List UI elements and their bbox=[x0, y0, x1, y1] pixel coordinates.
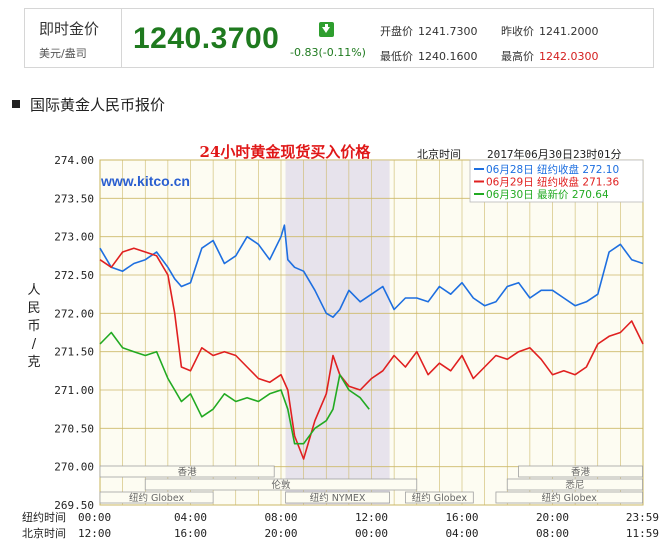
open-price: 开盘价 1241.7300 bbox=[380, 23, 478, 39]
price-change: -0.83(-0.11%) bbox=[290, 46, 366, 59]
y-tick-label: 273.50 bbox=[54, 192, 94, 205]
high-price: 最高价 1242.0300 bbox=[501, 48, 599, 64]
x-row-label-bj: 北京时间 bbox=[22, 526, 66, 540]
bullet-square-icon bbox=[12, 100, 20, 108]
x-tick-label-ny: 08:00 bbox=[264, 511, 297, 524]
x-tick-label-ny: 12:00 bbox=[355, 511, 388, 524]
x-row-label-ny: 纽约时间 bbox=[22, 510, 66, 524]
legend-entry: 06月28日 纽约收盘 272.10 bbox=[486, 163, 619, 176]
x-tick-label-bj: 08:00 bbox=[536, 527, 569, 540]
y-axis-label-char: 克 bbox=[27, 355, 40, 370]
prev-close-label: 昨收价 bbox=[501, 25, 534, 38]
series-line-1 bbox=[99, 224, 644, 319]
y-tick-label: 270.00 bbox=[54, 461, 94, 474]
y-tick-label: 272.00 bbox=[54, 307, 94, 320]
y-tick-label: 271.00 bbox=[54, 384, 94, 397]
session-bar bbox=[495, 491, 643, 504]
session-label: 纽约 Globex bbox=[412, 492, 468, 504]
x-tick-label-bj: 11:59 bbox=[626, 527, 659, 540]
quote-name: 即时金价 bbox=[39, 20, 100, 38]
x-tick-label-ny: 23:59 bbox=[626, 511, 659, 524]
session-bar bbox=[285, 491, 390, 504]
x-tick-label-bj: 20:00 bbox=[264, 527, 297, 540]
gold-price-chart: 274.00 273.50 273.00 272.50 272.00 271.50 271.… bbox=[22, 143, 659, 540]
session-bar bbox=[144, 478, 418, 491]
x-tick-label-bj: 16:00 bbox=[174, 527, 207, 540]
session-label: 纽约 NYMEX bbox=[310, 492, 366, 504]
session-bar bbox=[99, 465, 275, 478]
y-axis-label-char: / bbox=[32, 337, 37, 352]
low-value: 1240.1600 bbox=[418, 50, 478, 63]
y-tick-label: 274.00 bbox=[54, 154, 94, 167]
session-label: 香港 bbox=[178, 466, 198, 478]
session-bar bbox=[506, 478, 643, 491]
down-arrow-icon bbox=[319, 22, 334, 37]
y-tick-label: 269.50 bbox=[54, 499, 94, 512]
high-label: 最高价 bbox=[501, 50, 534, 63]
x-tick-label-ny: 16:00 bbox=[445, 511, 478, 524]
prev-close-price: 昨收价 1241.2000 bbox=[501, 23, 599, 39]
series-line-2 bbox=[99, 247, 644, 460]
open-label: 开盘价 bbox=[380, 25, 413, 38]
y-axis-label-char: 币 bbox=[27, 319, 40, 334]
y-axis-label-char: 民 bbox=[27, 301, 40, 316]
current-price: 1240.3700 bbox=[133, 22, 280, 55]
timestamp-label: 北京时间 bbox=[417, 147, 461, 161]
y-tick-label: 273.00 bbox=[54, 231, 94, 244]
low-price: 最低价 1240.1600 bbox=[380, 48, 478, 64]
session-label: 香港 bbox=[571, 466, 591, 478]
x-tick-label-bj: 04:00 bbox=[445, 527, 478, 540]
x-tick-label-bj: 00:00 bbox=[355, 527, 388, 540]
legend-entry: 06月29日 纽约收盘 271.36 bbox=[486, 176, 619, 189]
chart-title: 24小时黄金现货买入价格 bbox=[200, 143, 372, 161]
section-title-text: 国际黄金人民币报价 bbox=[30, 96, 166, 114]
y-tick-label: 271.50 bbox=[54, 346, 94, 359]
prev-close-value: 1241.2000 bbox=[539, 25, 599, 38]
x-tick-label-ny: 00:00 bbox=[78, 511, 111, 524]
session-label: 纽约 Globex bbox=[542, 492, 598, 504]
section-title: 国际黄金人民币报价 bbox=[12, 94, 165, 115]
legend-box bbox=[469, 159, 644, 203]
session-bar bbox=[99, 491, 214, 504]
x-tick-label-ny: 20:00 bbox=[536, 511, 569, 524]
y-tick-label: 270.50 bbox=[54, 422, 94, 435]
gold-price-panel: 即时金价 美元/盎司 1240.3700 -0.83(-0.11%) 开盘价 12… bbox=[24, 8, 654, 68]
watermark-logo: www.kitco.cn bbox=[100, 173, 190, 189]
session-bar bbox=[518, 465, 643, 478]
session-label: 悉尼 bbox=[565, 479, 584, 491]
series-line-3 bbox=[99, 331, 370, 445]
quote-name-cell: 即时金价 美元/盎司 bbox=[25, 9, 122, 67]
session-bar bbox=[405, 491, 474, 504]
legend-entry: 06月30日 最新价 270.64 bbox=[486, 188, 609, 201]
nymex-shade bbox=[285, 160, 390, 505]
y-tick-label: 272.50 bbox=[54, 269, 94, 282]
session-label: 伦敦 bbox=[271, 479, 291, 491]
session-label: 纽约 Globex bbox=[129, 492, 185, 504]
x-tick-label-bj: 12:00 bbox=[78, 527, 111, 540]
high-value: 1242.0300 bbox=[539, 50, 599, 63]
chart-timestamp: 2017年06月30日23时01分 bbox=[487, 147, 621, 161]
x-tick-label-ny: 04:00 bbox=[174, 511, 207, 524]
open-value: 1241.7300 bbox=[418, 25, 478, 38]
low-label: 最低价 bbox=[380, 50, 413, 63]
quote-unit: 美元/盎司 bbox=[39, 47, 87, 60]
y-axis-label-char: 人 bbox=[27, 283, 40, 298]
